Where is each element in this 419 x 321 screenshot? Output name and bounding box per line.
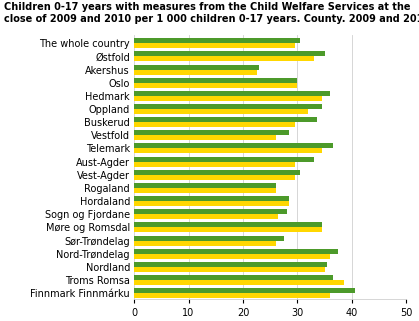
Bar bbox=[134, 170, 300, 175]
Bar bbox=[134, 196, 289, 201]
Bar bbox=[134, 83, 297, 88]
Bar bbox=[134, 209, 287, 214]
Bar bbox=[134, 222, 322, 228]
Bar bbox=[134, 65, 259, 70]
Bar bbox=[134, 78, 297, 83]
Bar bbox=[134, 293, 330, 298]
Bar bbox=[134, 122, 295, 127]
Text: Children 0-17 years with measures from the Child Welfare Services at the: Children 0-17 years with measures from t… bbox=[4, 2, 411, 12]
Bar bbox=[134, 175, 295, 180]
Bar bbox=[134, 267, 325, 272]
Bar bbox=[134, 241, 276, 246]
Bar bbox=[134, 249, 339, 254]
Bar bbox=[134, 254, 330, 259]
Bar bbox=[134, 91, 330, 96]
Bar bbox=[134, 109, 308, 114]
Bar bbox=[134, 104, 322, 109]
Bar bbox=[134, 96, 322, 101]
Bar bbox=[134, 188, 276, 193]
Text: close of 2009 and 2010 per 1 000 children 0-17 years. County. 2009 and 2010: close of 2009 and 2010 per 1 000 childre… bbox=[4, 14, 419, 24]
Bar bbox=[134, 130, 289, 135]
Bar bbox=[134, 38, 300, 43]
Bar bbox=[134, 43, 295, 48]
Bar bbox=[134, 135, 276, 140]
Bar bbox=[134, 157, 314, 162]
Bar bbox=[134, 183, 276, 188]
Bar bbox=[134, 143, 333, 149]
Bar bbox=[134, 275, 333, 280]
Bar bbox=[134, 236, 284, 241]
Bar bbox=[134, 262, 328, 267]
Bar bbox=[134, 201, 289, 206]
Bar bbox=[134, 149, 322, 153]
Bar bbox=[134, 288, 354, 293]
Bar bbox=[134, 51, 325, 56]
Bar bbox=[134, 162, 295, 167]
Bar bbox=[134, 228, 322, 232]
Bar bbox=[134, 70, 256, 74]
Bar bbox=[134, 117, 317, 122]
Bar bbox=[134, 280, 344, 285]
Bar bbox=[134, 214, 279, 219]
Bar bbox=[134, 56, 314, 61]
